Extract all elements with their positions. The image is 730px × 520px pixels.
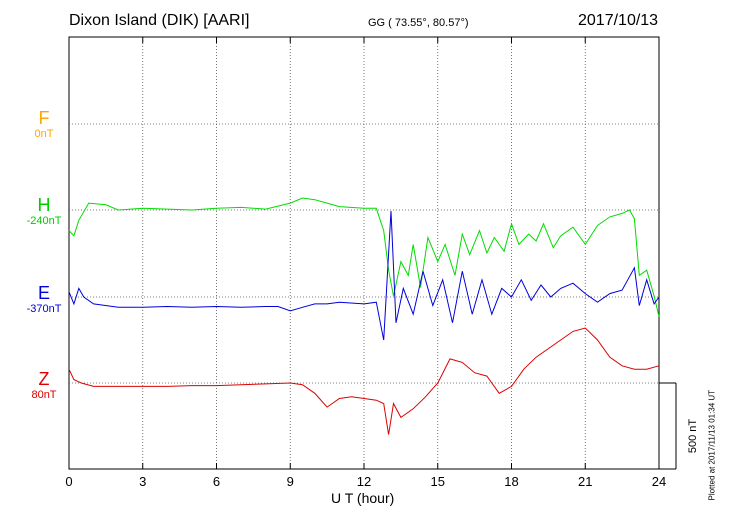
- grid-lines: [69, 37, 659, 469]
- series-line-e: [68, 210, 660, 341]
- x-tick-label: 6: [213, 474, 220, 489]
- plotted-timestamp: Plotted at 2017/11/13 01:34 UT: [707, 389, 717, 501]
- component-h-base: -240nT: [26, 215, 62, 227]
- series-line-h: [68, 197, 660, 317]
- component-h-name: H: [37, 195, 51, 215]
- component-e-name: E: [37, 283, 50, 303]
- x-axis-label: U T (hour): [331, 490, 395, 506]
- component-z-name: Z: [38, 369, 50, 389]
- x-tick-label: 21: [578, 474, 592, 489]
- scale-bar-label: 500 nT: [687, 418, 700, 454]
- x-tick-label: 9: [287, 474, 294, 489]
- station-title: Dixon Island (DIK) [AARI]: [69, 12, 250, 29]
- component-h: H -240nT: [14, 195, 74, 228]
- x-tick-label: 12: [357, 474, 371, 489]
- series-line-z: [68, 327, 660, 435]
- x-axis-ticks: 0 3 6 9 12 15 18 21 24: [65, 37, 666, 489]
- component-f-base: 0nT: [34, 128, 54, 140]
- component-z-base: 80nT: [31, 389, 57, 401]
- component-f: F 0nT: [14, 108, 74, 141]
- series-lines: [68, 197, 660, 435]
- x-tick-label: 15: [431, 474, 445, 489]
- date-label: 2017/10/13: [578, 12, 659, 29]
- component-e: E -370nT: [14, 283, 74, 316]
- geographic-coords: GG ( 73.55°, 80.57°): [368, 17, 469, 29]
- x-tick-label: 24: [652, 474, 666, 489]
- component-f-name: F: [38, 108, 50, 128]
- component-e-base: -370nT: [26, 303, 62, 315]
- x-tick-label: 3: [139, 474, 146, 489]
- component-z: Z 80nT: [14, 369, 74, 402]
- x-tick-label: 18: [504, 474, 518, 489]
- x-tick-label: 0: [65, 474, 72, 489]
- scale-bar: [659, 382, 677, 470]
